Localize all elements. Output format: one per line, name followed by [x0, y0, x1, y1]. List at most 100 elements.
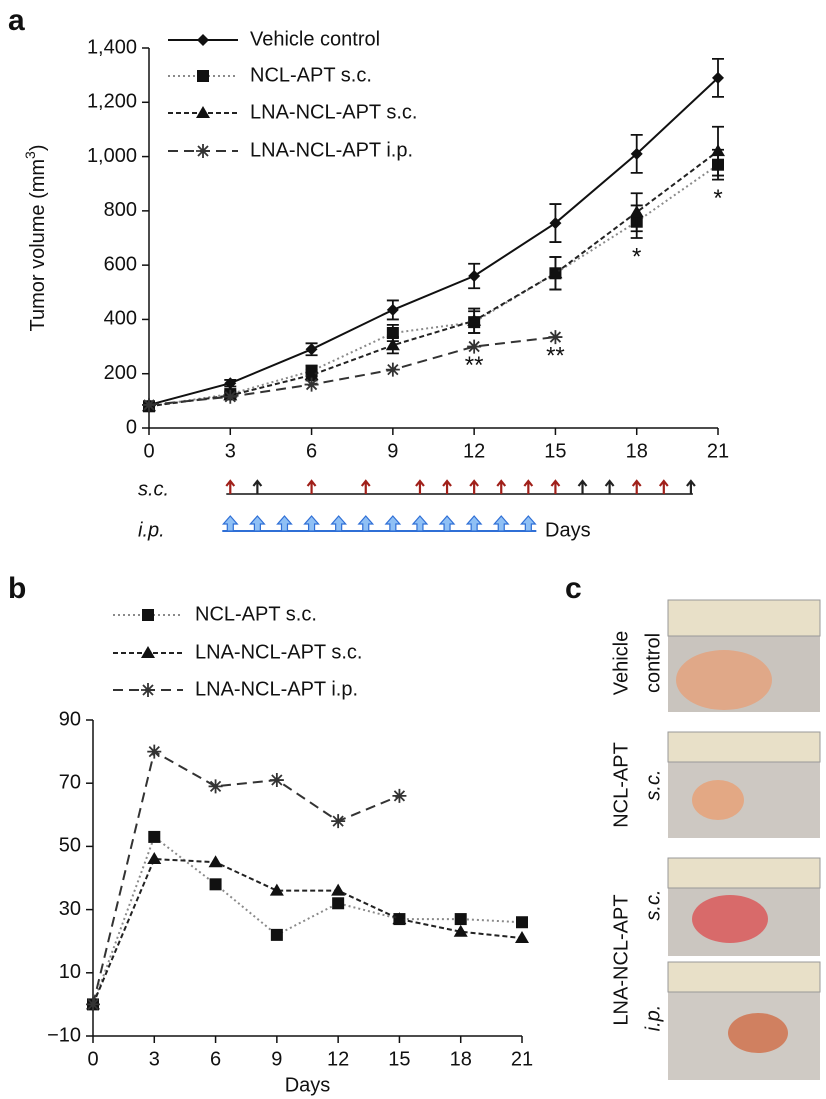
marker — [629, 205, 644, 218]
x-axis-label: Days — [545, 519, 591, 541]
route-label: s.c. — [642, 889, 664, 920]
schedule-label: s.c. — [138, 478, 169, 500]
y-tick-label: 10 — [59, 961, 81, 983]
panel-label: a — [8, 4, 25, 37]
y-axis-label-text: ) — [27, 144, 49, 151]
route-label: i.p. — [642, 1005, 664, 1032]
marker — [332, 897, 345, 910]
dose-arrow — [469, 479, 480, 494]
x-tick-label: 0 — [143, 440, 154, 462]
dose-arrow — [604, 479, 615, 494]
y-axis-label-sup: 3 — [22, 151, 38, 159]
photo — [667, 731, 821, 838]
photo — [667, 857, 821, 956]
marker — [305, 343, 318, 356]
panel-label: b — [8, 572, 26, 605]
y-tick-label: 0 — [126, 416, 137, 438]
dose-arrow — [276, 515, 293, 532]
legend-label: LNA-NCL-APT i.p. — [195, 678, 358, 700]
y-tick-label: 600 — [104, 253, 137, 275]
x-tick-label: 18 — [626, 440, 648, 462]
annotation: ** — [546, 342, 565, 369]
marker — [147, 852, 162, 865]
annotation: ** — [465, 352, 484, 379]
x-tick-label: 12 — [463, 440, 485, 462]
marker — [386, 327, 399, 339]
dose-arrow — [303, 515, 320, 532]
schedule-label: i.p. — [138, 519, 165, 541]
y-tick-label: 800 — [104, 199, 137, 221]
y-tick-label: 1,400 — [87, 36, 137, 58]
marker — [454, 913, 467, 926]
marker — [549, 217, 562, 230]
marker — [141, 683, 155, 697]
dose-arrow — [631, 479, 642, 494]
x-tick-label: 12 — [327, 1048, 349, 1070]
series-line — [92, 858, 523, 1005]
dose-arrow — [658, 479, 669, 494]
dose-arrow — [520, 515, 537, 532]
photo — [667, 961, 821, 1080]
x-tick-label: 6 — [210, 1048, 221, 1070]
marker — [467, 313, 482, 326]
marker — [711, 144, 725, 157]
marker — [270, 928, 283, 941]
marker — [385, 362, 400, 377]
dose-arrow — [225, 479, 236, 494]
dose-arrow — [384, 515, 402, 532]
dose-arrow — [360, 479, 371, 494]
legend-label: NCL-APT s.c. — [195, 603, 317, 625]
marker — [515, 931, 529, 944]
marker — [208, 779, 223, 794]
marker — [147, 744, 162, 759]
dose-arrow — [249, 515, 266, 532]
dose-arrow — [577, 479, 588, 494]
series-line — [92, 835, 523, 1005]
marker — [548, 330, 563, 345]
annotation: * — [713, 185, 722, 212]
marker — [269, 773, 284, 788]
legend-label: NCL-APT s.c. — [250, 64, 372, 86]
marker — [331, 814, 346, 829]
marker — [196, 106, 210, 118]
dose-arrow — [523, 479, 534, 494]
x-tick-label: 3 — [225, 440, 236, 462]
x-axis-label: Days — [285, 1074, 331, 1096]
annotation: * — [632, 243, 641, 270]
marker — [304, 368, 319, 381]
dose-arrow — [357, 515, 375, 532]
dose-arrow — [686, 479, 696, 494]
marker — [86, 997, 100, 1012]
marker — [548, 266, 563, 279]
marker — [712, 71, 724, 84]
route-label: s.c. — [642, 769, 664, 800]
dose-arrow — [442, 479, 452, 494]
marker — [223, 389, 238, 404]
series-line — [148, 77, 719, 406]
marker — [386, 303, 399, 316]
marker — [392, 788, 407, 803]
marker — [516, 916, 528, 929]
x-tick-label: 3 — [149, 1048, 160, 1070]
y-tick-label: 30 — [59, 898, 81, 920]
y-axis-label-text: Tumor volume (mm — [27, 159, 49, 332]
y-tick-label: 200 — [104, 362, 137, 384]
marker — [197, 70, 209, 82]
marker — [468, 270, 481, 282]
series-line — [148, 163, 719, 408]
panel-label: c — [565, 572, 582, 605]
dose-arrow — [252, 479, 263, 494]
legend-label: LNA-NCL-APT i.p. — [250, 139, 413, 161]
marker — [385, 338, 400, 351]
photo — [667, 599, 821, 712]
series-line — [148, 150, 719, 408]
y-tick-label: −10 — [47, 1024, 81, 1046]
marker — [196, 144, 210, 158]
x-tick-label: 15 — [388, 1048, 410, 1070]
x-tick-label: 18 — [450, 1048, 472, 1070]
dose-arrow — [221, 515, 239, 532]
x-tick-label: 21 — [707, 440, 729, 462]
y-tick-label: 1,000 — [87, 145, 137, 167]
marker — [304, 377, 319, 392]
